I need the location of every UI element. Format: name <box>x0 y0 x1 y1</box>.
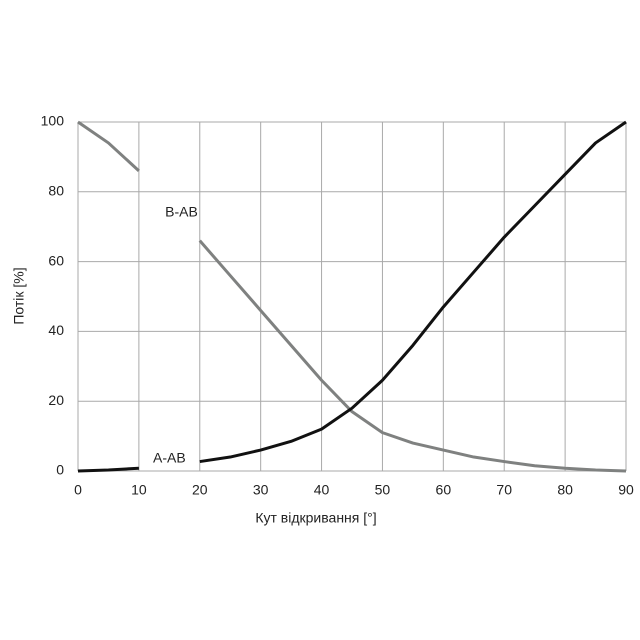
x-tick-label: 20 <box>192 482 208 498</box>
x-tick-label: 10 <box>131 482 147 498</box>
y-axis-label: Потік [%] <box>11 267 27 324</box>
y-tick-label: 40 <box>48 322 64 338</box>
x-tick-label: 90 <box>618 482 634 498</box>
x-tick-label: 30 <box>253 482 269 498</box>
y-tick-label: 60 <box>48 252 64 268</box>
x-tick-label: 40 <box>314 482 330 498</box>
x-tick-label: 80 <box>557 482 573 498</box>
series-label: A-AB <box>153 449 186 465</box>
x-tick-label: 70 <box>496 482 512 498</box>
x-tick-label: 50 <box>375 482 391 498</box>
x-tick-label: 60 <box>436 482 452 498</box>
y-tick-label: 0 <box>56 462 64 478</box>
series-label: B-AB <box>165 203 198 219</box>
y-tick-label: 100 <box>41 113 65 129</box>
x-axis-label: Кут відкривання [°] <box>255 510 376 526</box>
y-tick-label: 80 <box>48 183 64 199</box>
line-0 <box>77 120 627 473</box>
x-tick-label: 0 <box>74 482 82 498</box>
line-1 <box>77 120 627 473</box>
y-tick-label: 20 <box>48 392 64 408</box>
